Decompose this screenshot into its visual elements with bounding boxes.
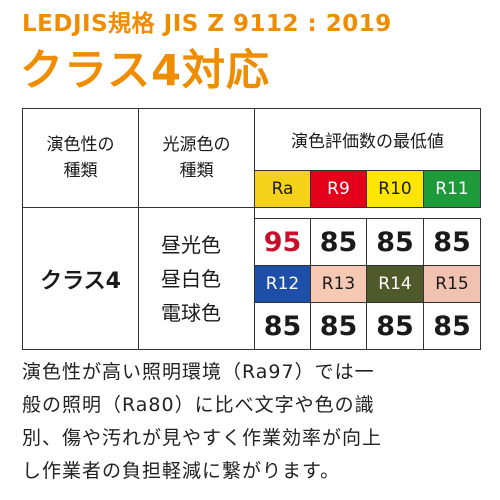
rendering-spec-table: 演色性の 種類 光源色の 種類 演色評価数の最低値 Ra R9 R10 R11 クラス… <box>22 108 481 350</box>
header-min-values: 演色評価数の最低値 <box>254 108 481 171</box>
header-light-source: 光源色の 種類 <box>138 108 255 208</box>
header-rendering-type: 演色性の 種類 <box>22 108 139 208</box>
description-paragraph: 演色性が高い照明環境（Ra97）では一 般の照明（Ra80）に比べ文字や色の識 … <box>22 356 492 488</box>
description-line-4: し作業者の負担軽減に繋がります。 <box>22 460 341 482</box>
header-light-source-line1: 光源色の <box>162 135 231 155</box>
value-ra: 95 <box>254 218 311 266</box>
index-r10: R10 <box>366 170 424 208</box>
spec-subtitle: LEDJIS規格 JIS Z 9112 : 2019 <box>22 11 392 37</box>
light-source-warm-white: 電球色 <box>161 300 221 325</box>
index-r15: R15 <box>423 265 481 303</box>
class-title: クラス4対応 <box>20 46 271 96</box>
light-source-list: 昼光色 昼白色 電球色 <box>138 207 255 350</box>
index-r11: R11 <box>423 170 481 208</box>
index-ra: Ra <box>254 170 311 208</box>
header-rendering-type-line2: 種類 <box>63 161 98 181</box>
index-r9: R9 <box>310 170 367 208</box>
light-source-daylight: 昼光色 <box>161 232 221 257</box>
value-r11: 85 <box>423 218 481 266</box>
value-r9: 85 <box>310 218 367 266</box>
value-r13: 85 <box>310 302 367 350</box>
index-r14: R14 <box>366 265 424 303</box>
class-name-cell: クラス4 <box>22 207 139 350</box>
index-r13: R13 <box>310 265 367 303</box>
value-r14: 85 <box>366 302 424 350</box>
index-r12: R12 <box>254 265 311 303</box>
header-rendering-type-line1: 演色性の <box>46 135 115 155</box>
description-line-3: 別、傷や汚れが見やすく作業効率が向上 <box>22 427 383 449</box>
description-line-2: 般の照明（Ra80）に比べ文字や色の識 <box>22 394 375 416</box>
description-line-1: 演色性が高い照明環境（Ra97）では一 <box>22 361 375 383</box>
value-r10: 85 <box>366 218 424 266</box>
value-r15: 85 <box>423 302 481 350</box>
light-source-neutral-white: 昼白色 <box>161 266 221 291</box>
header-light-source-line2: 種類 <box>179 161 214 181</box>
value-r12: 85 <box>254 302 311 350</box>
